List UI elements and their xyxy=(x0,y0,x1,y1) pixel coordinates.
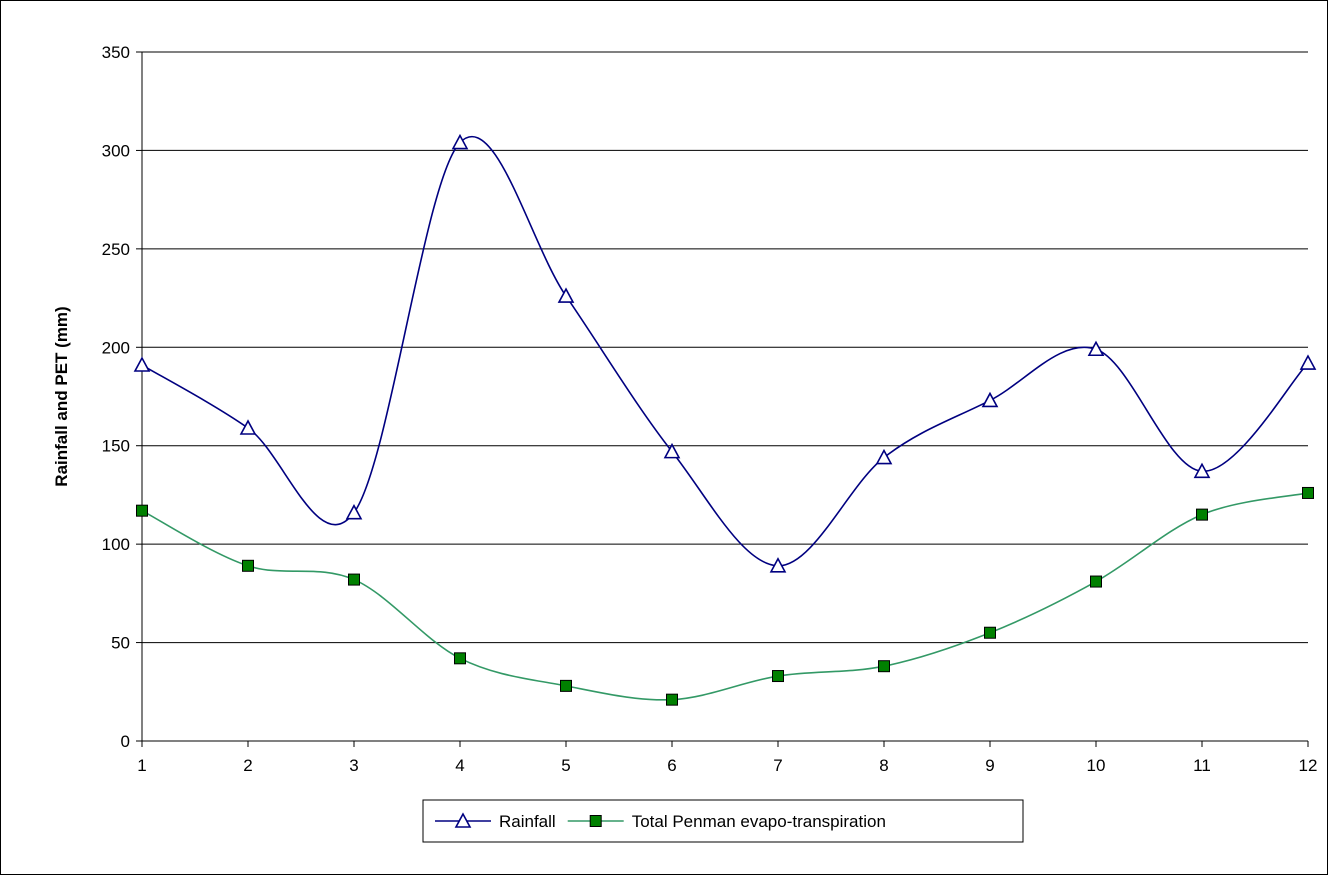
data-point-8 xyxy=(878,660,890,673)
data-point-3 xyxy=(345,503,363,520)
data-point-11 xyxy=(1196,508,1208,521)
data-point-5 xyxy=(560,679,572,692)
data-point-4 xyxy=(454,652,466,665)
legend-box xyxy=(422,799,1024,843)
data-point-9 xyxy=(984,626,996,639)
legend-item: Total Penman evapo-transpiration xyxy=(567,812,886,831)
data-point-7 xyxy=(769,557,787,573)
x-tick-label-12: 12 xyxy=(1299,756,1318,775)
x-tick-label-7: 7 xyxy=(773,756,782,775)
legend-item: Rainfall xyxy=(435,812,556,831)
y-tick-label-350: 350 xyxy=(102,43,130,62)
data-point-4 xyxy=(451,133,469,150)
data-point-2 xyxy=(242,559,254,572)
legend-label: Total Penman evapo-transpiration xyxy=(632,812,886,831)
data-point-11 xyxy=(1193,462,1211,479)
gridlines xyxy=(136,51,1308,742)
data-point-2 xyxy=(239,419,257,435)
legend-marker xyxy=(589,815,602,827)
x-tick-label-8: 8 xyxy=(879,756,888,775)
x-tick-label-3: 3 xyxy=(349,756,358,775)
x-tick-label-5: 5 xyxy=(561,756,570,775)
legend-marker xyxy=(454,812,472,828)
y-axis-label: Rainfall and PET (mm) xyxy=(52,306,71,486)
data-point-1 xyxy=(136,504,148,517)
data-point-9 xyxy=(981,391,999,408)
x-tick-label-10: 10 xyxy=(1087,756,1106,775)
data-point-1 xyxy=(133,356,151,372)
series-line xyxy=(141,492,1309,701)
y-tick-label-150: 150 xyxy=(102,437,130,456)
y-tick-label-100: 100 xyxy=(102,535,130,554)
data-point-12 xyxy=(1302,486,1314,499)
y-tick-label-250: 250 xyxy=(102,240,130,259)
x-tick-label-4: 4 xyxy=(455,756,464,775)
x-tick-label-11: 11 xyxy=(1193,756,1211,775)
data-point-10 xyxy=(1090,575,1102,588)
axes xyxy=(141,52,1309,747)
data-point-6 xyxy=(666,693,678,706)
x-tick-label-2: 2 xyxy=(243,756,252,775)
series-line xyxy=(141,135,1309,567)
x-tick-label-1: 1 xyxy=(137,756,146,775)
y-tick-label-0: 0 xyxy=(121,732,130,751)
series-rainfall xyxy=(133,133,1317,573)
data-point-12 xyxy=(1299,354,1317,370)
data-point-10 xyxy=(1087,340,1105,357)
legend-label: Rainfall xyxy=(499,812,556,831)
data-point-6 xyxy=(663,442,681,459)
x-tick-label-6: 6 xyxy=(667,756,676,775)
data-point-7 xyxy=(772,670,784,683)
series-group xyxy=(133,133,1317,706)
y-tick-label-300: 300 xyxy=(102,141,130,160)
y-tick-label-200: 200 xyxy=(102,338,130,357)
legend: Rainfall Total Penman evapo-transpiration xyxy=(422,799,1024,843)
data-point-5 xyxy=(557,287,575,303)
series-penman-pet xyxy=(136,486,1314,706)
data-point-8 xyxy=(875,448,893,465)
x-tick-label-9: 9 xyxy=(985,756,994,775)
x-tick-labels: 1 2 3 4 5 6 7 8 9 10 11 12 xyxy=(137,756,1317,775)
y-tick-label-50: 50 xyxy=(111,634,130,653)
y-tick-labels: 0 50 100 150 200 250 300 350 xyxy=(102,43,130,751)
data-point-3 xyxy=(348,573,360,586)
